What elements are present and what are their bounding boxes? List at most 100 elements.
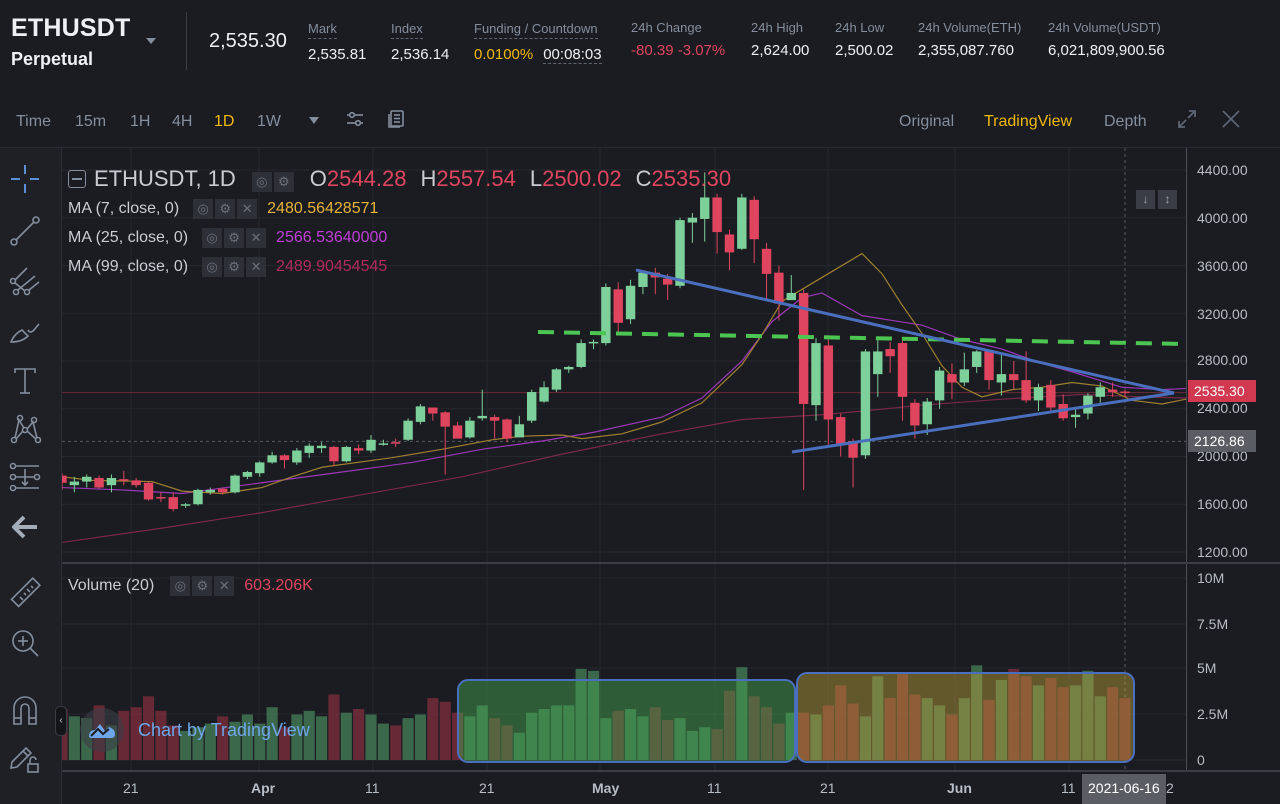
high-value: 2557.54 [436, 166, 516, 191]
candlestick-chart[interactable] [62, 148, 1186, 770]
more-intervals-caret-icon[interactable] [309, 117, 319, 124]
time-tick: 2 [1166, 780, 1174, 796]
eye-icon[interactable]: ◎ [202, 256, 223, 277]
contract-type: Perpetual [11, 49, 94, 69]
eye-icon[interactable]: ◎ [193, 198, 214, 219]
brush-icon[interactable] [8, 314, 42, 348]
low-label: L [529, 166, 543, 191]
open-label: O [309, 166, 327, 191]
time-tick: 21 [123, 780, 139, 796]
magnet-icon[interactable] [8, 694, 42, 728]
pane-separator[interactable] [1186, 562, 1280, 564]
price-tick: 4000.00 [1197, 210, 1248, 226]
gear-icon[interactable]: ⚙ [273, 172, 294, 192]
remove-icon[interactable]: ✕ [246, 256, 267, 277]
remove-icon[interactable]: ✕ [246, 227, 267, 248]
symbol-selector[interactable]: ETHUSDT Perpetual [11, 14, 130, 70]
stat-funding: Funding / Countdown 0.0100% 00:08:03 [474, 20, 602, 64]
stat-value: 6,021,809,900.56 [1048, 42, 1165, 59]
stat-value: 2,355,087.760 [918, 42, 1014, 59]
gear-icon[interactable]: ⚙ [215, 198, 236, 219]
interval-4h[interactable]: 4H [172, 113, 193, 130]
stat-24h-volume-eth: 24h Volume(ETH) 2,355,087.760 [918, 20, 1021, 59]
view-tab-original[interactable]: Original [899, 113, 955, 130]
close-value: 2535.30 [651, 166, 732, 191]
expand-icon[interactable] [1176, 108, 1198, 130]
tradingview-watermark[interactable]: Chart by TradingView [80, 708, 310, 752]
zoom-in-icon[interactable] [8, 626, 42, 660]
view-tab-depth[interactable]: Depth [1104, 113, 1147, 130]
legend-symbol: ETHUSDT, 1D [94, 166, 236, 191]
stat-label[interactable]: Index [391, 21, 423, 39]
gear-icon[interactable]: ⚙ [224, 227, 245, 248]
remove-icon[interactable]: ✕ [237, 198, 258, 219]
eye-icon[interactable]: ◎ [202, 227, 223, 248]
stat-value: 2,624.00 [751, 42, 810, 59]
indicator-value: 2566.53640000 [276, 228, 388, 246]
interval-15m[interactable]: 15m [75, 113, 107, 130]
low-value: 2500.02 [542, 166, 622, 191]
stat-label: 24h Volume(ETH) [918, 20, 1022, 35]
tradingview-logo-icon [80, 708, 124, 752]
time-tick: Jun [947, 780, 972, 796]
stat-value: 0.0100% 00:08:03 [474, 46, 602, 64]
stat-label: 24h Volume(USDT) [1048, 20, 1161, 35]
pitchfork-icon[interactable] [8, 264, 42, 298]
gear-icon[interactable]: ⚙ [224, 256, 245, 277]
interval-1d[interactable]: 1D [214, 113, 235, 130]
symbol-name: ETHUSDT [11, 14, 131, 42]
price-tick: 1200.00 [1197, 544, 1248, 560]
interval-1w[interactable]: 1W [257, 113, 281, 130]
crosshair-date-tag: 2021-06-16 [1082, 774, 1166, 804]
gear-icon[interactable]: ⚙ [192, 576, 213, 596]
stat-label: 24h High [751, 20, 804, 35]
stat-value: 2,536.14 [391, 46, 450, 63]
interval-1h[interactable]: 1H [130, 113, 151, 130]
price-axis[interactable]: 4400.00 4000.00 3600.00 3200.00 2800.00 … [1186, 148, 1280, 770]
stat-24h-change: 24h Change -80.39 -3.07% [631, 20, 725, 59]
order-book-icon[interactable] [385, 108, 407, 130]
crosshair-icon[interactable] [8, 162, 42, 196]
volume-tick: 7.5M [1197, 616, 1229, 632]
lock-drawings-icon[interactable] [8, 740, 42, 774]
scroll-to-latest-icon[interactable]: ↓ [1136, 190, 1155, 209]
view-tab-tradingview[interactable]: TradingView [984, 113, 1073, 130]
price-tick: 2400.00 [1197, 400, 1248, 416]
indicator-label: MA (25, close, 0) [68, 228, 189, 246]
symbol-dropdown-caret-icon[interactable] [146, 38, 156, 44]
price-tick: 2000.00 [1197, 448, 1248, 464]
price-tick: 4400.00 [1197, 162, 1248, 178]
high-label: H [420, 166, 437, 191]
stat-24h-volume-usdt: 24h Volume(USDT) 6,021,809,900.56 [1048, 20, 1165, 59]
eye-icon[interactable]: ◎ [170, 576, 191, 596]
stat-label[interactable]: Funding / Countdown [474, 21, 598, 39]
funding-countdown: 00:08:03 [543, 46, 602, 64]
time-axis[interactable]: 21 Apr 11 21 May 11 21 Jun 11 2 2021-06-16 [62, 770, 1280, 804]
measure-levels-icon[interactable] [8, 460, 42, 494]
collapse-legend-icon[interactable] [68, 170, 86, 188]
close-icon[interactable] [1220, 108, 1242, 130]
volume-label: Volume (20) [68, 577, 155, 594]
text-tool-icon[interactable] [8, 364, 42, 398]
remove-icon[interactable]: ✕ [214, 576, 235, 596]
ruler-icon[interactable] [8, 576, 42, 610]
watermark-text: Chart by TradingView [138, 719, 310, 740]
collapse-toolbar-button[interactable]: ‹ [55, 706, 67, 736]
interval-time[interactable]: Time [16, 113, 51, 130]
chart-canvas[interactable] [62, 148, 1186, 770]
indicator-settings-icon[interactable] [344, 108, 366, 130]
indicator-ma25: MA (25, close, 0) ◎ ⚙ ✕ 2566.53640000 [68, 223, 731, 252]
close-label: C [635, 166, 652, 191]
chart-toolbar: Time 15m 1H 4H 1D 1W Original TradingVie… [0, 96, 1280, 148]
auto-scale-icon[interactable]: ↕ [1158, 190, 1177, 209]
open-value: 2544.28 [326, 166, 407, 191]
pattern-icon[interactable] [8, 412, 42, 446]
stat-label[interactable]: Mark [308, 21, 337, 39]
price-tick: 2800.00 [1197, 352, 1248, 368]
funding-rate: 0.0100% [474, 46, 534, 63]
trend-line-icon[interactable] [8, 214, 42, 248]
eye-icon[interactable]: ◎ [251, 172, 272, 192]
volume-tick: 0 [1197, 752, 1205, 768]
price-tick: 1600.00 [1197, 496, 1248, 512]
back-arrow-icon[interactable] [8, 510, 42, 544]
